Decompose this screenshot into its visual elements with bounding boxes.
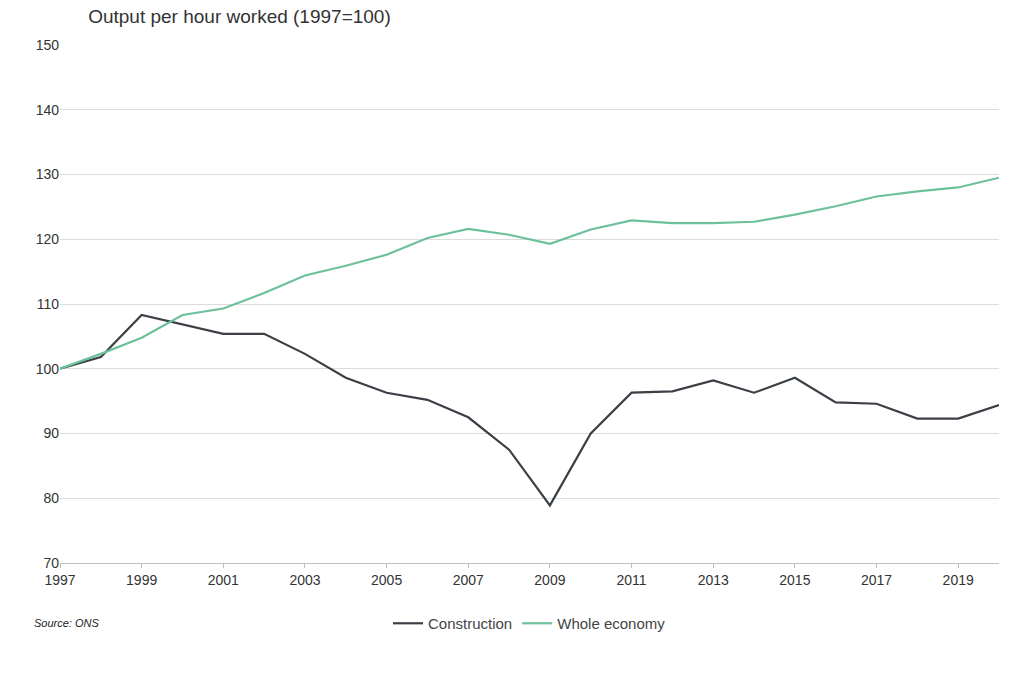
svg-text:110: 110 <box>37 296 60 312</box>
svg-text:120: 120 <box>36 231 60 247</box>
svg-text:Source: ONS: Source: ONS <box>34 617 99 629</box>
svg-text:1999: 1999 <box>126 572 157 588</box>
svg-text:Construction: Construction <box>428 615 512 632</box>
svg-text:150: 150 <box>36 37 60 53</box>
svg-text:2005: 2005 <box>371 572 402 588</box>
svg-text:2015: 2015 <box>779 572 810 588</box>
svg-text:140: 140 <box>36 102 60 118</box>
svg-text:80: 80 <box>43 490 59 506</box>
svg-text:2013: 2013 <box>698 572 729 588</box>
svg-text:2009: 2009 <box>534 572 565 588</box>
svg-text:2011: 2011 <box>617 572 647 588</box>
svg-text:100: 100 <box>36 361 60 377</box>
svg-text:2007: 2007 <box>453 572 484 588</box>
svg-text:130: 130 <box>36 166 60 182</box>
svg-text:Output per hour worked (1997=1: Output per hour worked (1997=100) <box>88 6 391 27</box>
svg-text:2003: 2003 <box>289 572 320 588</box>
svg-text:90: 90 <box>43 425 59 441</box>
svg-text:2001: 2001 <box>208 572 239 588</box>
svg-text:2019: 2019 <box>943 572 974 588</box>
svg-text:2017: 2017 <box>861 572 892 588</box>
svg-text:1997: 1997 <box>44 572 75 588</box>
svg-text:Whole economy: Whole economy <box>557 615 665 632</box>
svg-text:70: 70 <box>43 555 59 571</box>
